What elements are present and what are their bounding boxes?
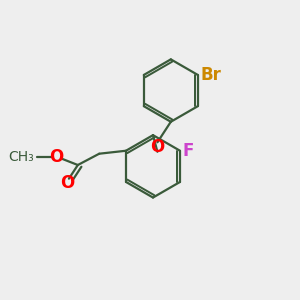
Text: O: O: [150, 138, 165, 156]
Text: F: F: [183, 142, 194, 160]
Text: O: O: [49, 148, 64, 166]
Text: O: O: [60, 174, 74, 192]
Text: Br: Br: [201, 66, 222, 84]
Text: CH₃: CH₃: [8, 150, 34, 164]
